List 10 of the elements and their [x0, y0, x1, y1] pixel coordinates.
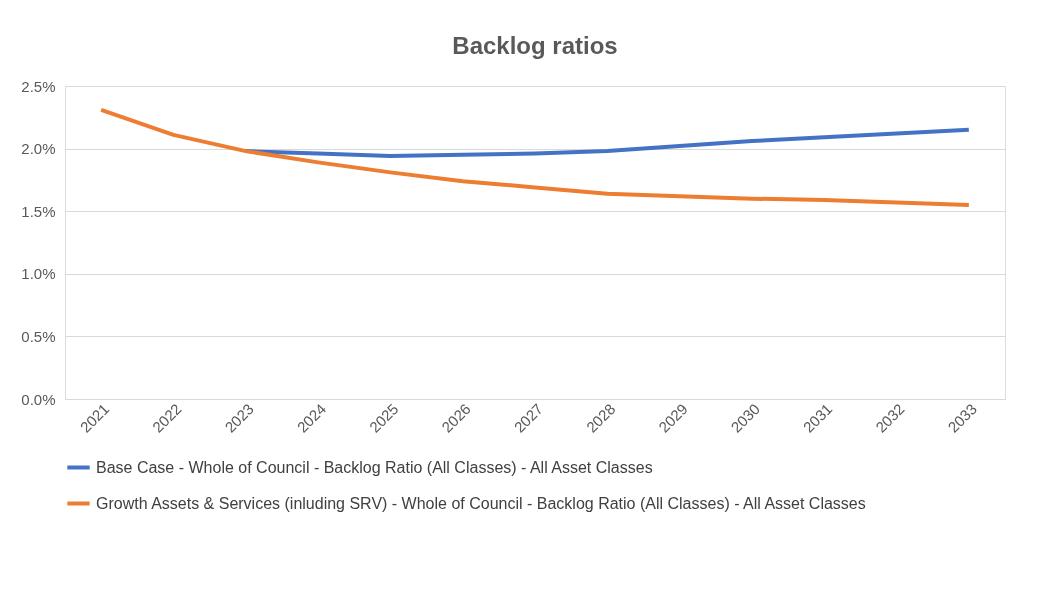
y-tick-label: 0.0%: [21, 390, 56, 408]
y-tick-label: 1.0%: [21, 265, 56, 283]
legend-label: Growth Assets & Services (inluding SRV) - Whole of Council - Backlog Ratio (All Classes) - All Asset Classes: [96, 494, 866, 512]
y-tick-label: 1.5%: [21, 202, 56, 220]
chart-title: Backlog ratios: [452, 32, 618, 59]
legend-label: Base Case - Whole of Council - Backlog Ratio (All Classes) - All Asset Classes: [96, 458, 653, 476]
y-tick-label: 2.5%: [21, 77, 56, 95]
y-tick-label: 0.5%: [21, 327, 56, 345]
line-series: [99, 107, 971, 207]
y-tick-label: 2.0%: [21, 140, 56, 158]
